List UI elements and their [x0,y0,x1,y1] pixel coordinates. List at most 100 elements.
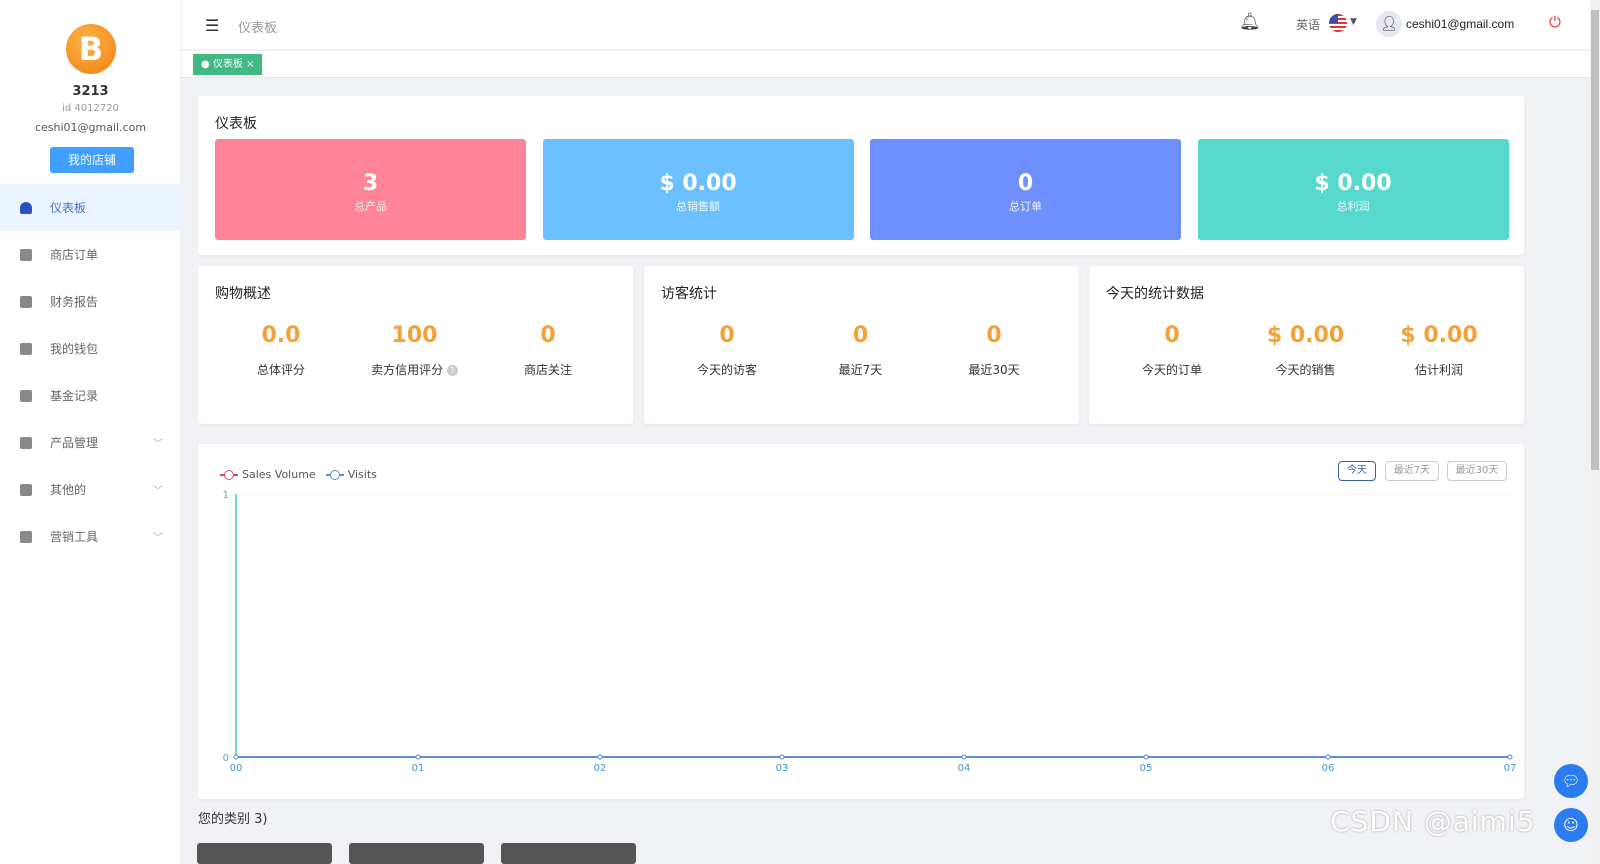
kpi-label: 今天的订单 [1141,363,1202,377]
y-tick-label: 0 [223,753,229,764]
kpi-label: 估计利润 [1414,363,1463,377]
header: ☰ 仪表板 🔔︎ 英语 ▼ 👤︎ ceshi01@gmail.com ⏻ [181,0,1590,50]
panel-card: 购物概述 0.0 总体评分 100 卖方信用评分 ? 0 商店关注 [198,266,633,424]
kpi-label: 最近30天 [968,363,1020,377]
sidebar-item-2[interactable]: 财务报告 [0,278,181,325]
kpi-value: 0 [1164,323,1180,348]
tab-dashboard[interactable]: ● 仪表板 × [193,54,263,75]
kpi-label: 最近7天 [838,363,883,377]
kpi-label: 今天的访客 [696,363,757,377]
kpi-value: $ 0.00 [1400,323,1478,348]
wallet-icon [20,342,32,355]
sidebar-item-5[interactable]: 产品管理 ﹀ [0,419,181,466]
stat-box[interactable]: $ 0.00 总销售额 [542,139,854,240]
sidebar-item-4[interactable]: 基金记录 [0,372,181,419]
kpi: 0 最近30天 [927,323,1061,378]
chevron-down-icon[interactable]: ﹀ [153,439,163,450]
stat-label: 总销售额 [676,200,720,213]
stat-box[interactable]: $ 0.00 总利润 [1197,139,1509,240]
kpi: 0 今天的访客 [660,323,794,378]
sidebar-item-3[interactable]: 我的钱包 [0,325,181,372]
panel-title: 访客统计 [661,286,717,302]
chart-legend: Sales Volume Visits [220,468,377,481]
data-point [1325,754,1331,760]
category-item[interactable] [349,843,484,864]
scrollbar[interactable] [1590,0,1600,864]
sidebar-item-0[interactable]: 仪表板 [0,184,181,231]
sidebar-item-label: 商店订单 [50,248,99,262]
kpi: $ 0.00 估计利润 [1372,323,1506,378]
tab-label: 仪表板 [212,59,243,70]
sidebar-item-7[interactable]: 营销工具 ﹀ [0,513,181,560]
kpi-label: 卖方信用评分 [371,363,444,377]
stat-box[interactable]: 0 总订单 [870,139,1181,240]
chevron-down-icon[interactable]: ﹀ [153,533,163,544]
y-tick-label: 1 [223,490,229,501]
data-point [415,754,421,760]
category-item[interactable] [197,843,332,864]
avatar[interactable]: 👤︎ [1376,11,1402,37]
support-button[interactable]: ☺ [1554,808,1588,842]
chat-button[interactable]: 💬︎ [1554,764,1588,798]
stat-box[interactable]: 3 总产品 [215,139,526,240]
shop-logo: B [66,24,116,74]
bell-icon[interactable]: 🔔︎ [1239,12,1261,32]
sidebar-item-label: 财务报告 [50,295,99,309]
x-tick-label: 00 [230,763,243,774]
data-point [233,754,239,760]
range-30days-button[interactable]: 最近30天 [1447,461,1507,481]
header-email[interactable]: ceshi01@gmail.com [1406,17,1515,31]
kpi-label: 今天的销售 [1275,363,1336,377]
panel-card: 今天的统计数据 0 今天的订单 $ 0.00 今天的销售 $ 0.00 估计利润 [1089,266,1524,424]
dashboard-icon [20,201,32,214]
tabs-bar: ● 仪表板 × [181,51,1590,78]
clipboard-icon [20,248,32,261]
power-icon[interactable]: ⏻ [1549,13,1561,31]
chart-card: Sales Volume Visits 今天 最近7天 最近30天 0 1 00 01… [198,444,1524,799]
range-today-button[interactable]: 今天 [1338,461,1376,481]
x-tick-label: 01 [412,763,425,774]
category-item[interactable] [501,843,636,864]
language-label[interactable]: 英语 [1296,18,1321,32]
menu-toggle-icon[interactable]: ☰ [205,16,220,35]
kpi-label: 总体评分 [256,363,305,377]
legend-sales[interactable]: Sales Volume [220,468,316,481]
my-shop-button[interactable]: 我的店铺 [50,147,134,173]
watermark: CSDN @aimi5 [1330,805,1536,838]
stat-value: 3 [362,171,379,196]
kpi-value: 0 [986,323,1002,348]
sidebar: B 3213 id 4012720 ceshi01@gmail.com 我的店铺… [0,0,181,864]
sidebar-menu: 仪表板商店订单财务报告我的钱包基金记录产品管理 ﹀ 其他的 ﹀ 营销工具 ﹀ [0,184,181,560]
data-point [961,754,967,760]
chevron-down-icon[interactable]: ﹀ [153,486,163,497]
sidebar-item-label: 基金记录 [50,389,99,403]
breadcrumb: 仪表板 [238,21,278,36]
kpi-value: 100 [391,323,438,348]
categories-title: 您的类别 3) [198,812,268,827]
stat-label: 总产品 [354,200,387,213]
caret-down-icon[interactable]: ▼ [1350,17,1357,27]
stat-value: $ 0.00 [659,171,737,196]
scrollbar-thumb[interactable] [1591,10,1599,470]
close-icon[interactable]: × [246,59,255,70]
kpi-value: $ 0.00 [1266,323,1345,348]
kpi-label: 商店关注 [523,363,572,377]
x-tick-label: 07 [1504,763,1517,774]
x-tick-label: 02 [594,763,607,774]
stat-label: 总订单 [1009,200,1042,213]
kpi: 0 商店关注 [481,323,615,378]
data-point [597,754,603,760]
data-point [1507,754,1513,760]
range-7days-button[interactable]: 最近7天 [1385,461,1439,481]
us-flag-icon[interactable] [1329,14,1347,32]
x-tick-label: 04 [958,763,971,774]
sidebar-item-label: 仪表板 [50,201,87,215]
sidebar-item-6[interactable]: 其他的 ﹀ [0,466,181,513]
kpi-value: 0 [719,323,735,348]
stat-label: 总利润 [1336,200,1370,213]
sidebar-item-1[interactable]: 商店订单 [0,231,181,278]
user-email: ceshi01@gmail.com [34,121,147,134]
help-icon[interactable]: ? [446,365,458,376]
legend-visits[interactable]: Visits [325,468,377,481]
